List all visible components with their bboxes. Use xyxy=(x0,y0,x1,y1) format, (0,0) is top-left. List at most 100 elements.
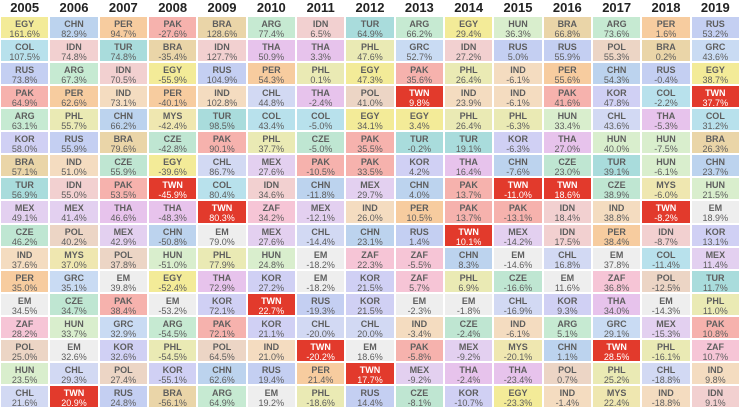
cell-2012-egy: EGY 34.1% xyxy=(345,108,395,132)
cell-2018-tha: THA -5.3% xyxy=(641,108,691,132)
country-code: CHN xyxy=(310,180,331,191)
country-code: EGY xyxy=(409,111,429,122)
cell-2012-pak: PAK 35.5% xyxy=(345,131,395,155)
country-code: POL xyxy=(360,88,380,99)
cell-2014-egy: EGY 29.4% xyxy=(444,16,494,40)
country-code: IND xyxy=(608,203,625,214)
cell-2017-pol: POL 55.3% xyxy=(592,39,642,63)
return-value: -2.2% xyxy=(654,98,678,109)
cell-2008-kor: KOR -55.1% xyxy=(148,361,198,385)
country-code: RUS xyxy=(508,42,528,53)
country-code: ARG xyxy=(409,19,430,29)
cell-2012-twn: TWN 17.7% xyxy=(345,361,395,385)
return-value: -2.4% xyxy=(308,98,333,109)
return-value: 3.4% xyxy=(409,121,430,132)
cell-2013-pak: PAK 35.6% xyxy=(394,62,444,86)
return-value: 9.8% xyxy=(705,374,726,385)
return-value: -20.1% xyxy=(503,351,533,362)
return-value: 10.1% xyxy=(455,236,482,247)
country-code: PHL xyxy=(163,341,182,352)
cell-2017-phl: PHL 25.2% xyxy=(592,361,642,385)
return-value: 53.5% xyxy=(110,190,137,201)
country-code: MEX xyxy=(409,364,430,375)
return-value: 29.1% xyxy=(603,328,630,339)
return-value: 47.3% xyxy=(357,75,383,86)
country-code: KOR xyxy=(261,272,282,283)
country-code: BRA xyxy=(162,42,183,53)
return-value: -10.7% xyxy=(454,397,483,408)
cell-2011-rus: RUS -19.3% xyxy=(296,292,346,316)
country-code: TUR xyxy=(114,42,133,53)
country-code: PHL xyxy=(459,65,478,76)
country-code: POL xyxy=(607,42,626,53)
country-code: POL xyxy=(212,341,232,352)
country-code: CHL xyxy=(508,295,528,306)
return-value: 64.9% xyxy=(357,29,383,39)
return-value: 54.3% xyxy=(258,75,285,86)
country-code: GRC xyxy=(606,318,627,329)
return-value: 35.1% xyxy=(61,282,87,293)
return-value: 38.4% xyxy=(110,305,137,316)
country-code: PAK xyxy=(15,88,34,99)
country-code: HUN xyxy=(508,19,528,29)
return-value: -11.0% xyxy=(504,190,532,201)
return-value: 1.6% xyxy=(655,29,677,39)
return-value: 63.1% xyxy=(11,121,38,132)
cell-2006-rus: RUS 55.9% xyxy=(49,131,99,155)
country-code: CHN xyxy=(508,157,528,168)
return-value: 33.4% xyxy=(554,121,581,132)
return-value: -6.3% xyxy=(506,121,530,132)
cell-2014-ind: IND 23.9% xyxy=(444,85,494,109)
cell-2019-em: EM 18.9% xyxy=(690,200,740,224)
return-value: 38.7% xyxy=(702,75,729,86)
country-code: PHL xyxy=(212,249,231,260)
return-value: 73.6% xyxy=(603,29,630,39)
country-code: TWN xyxy=(606,341,627,352)
return-value: -16.9% xyxy=(503,305,533,316)
country-code: IND xyxy=(411,318,428,329)
return-value: -1.4% xyxy=(555,397,580,408)
cell-2010-kor: KOR 27.2% xyxy=(246,269,296,293)
cell-2011-em: EM -18.2% xyxy=(296,269,346,293)
cell-2005-kor: KOR 58.0% xyxy=(0,131,50,155)
country-code: PHL xyxy=(706,295,725,306)
cell-2008-bra: BRA -35.4% xyxy=(148,39,198,63)
return-value: 5.1% xyxy=(557,328,578,339)
country-code: MEX xyxy=(261,226,282,237)
cell-2005-chl: CHL 21.6% xyxy=(0,384,50,408)
cell-2018-bra: BRA 0.2% xyxy=(641,39,691,63)
cell-2009-chl: CHL 86.7% xyxy=(197,154,247,178)
country-code: RUS xyxy=(261,364,281,375)
return-value: 17.7% xyxy=(357,374,383,385)
cell-2018-pol: POL -12.5% xyxy=(641,269,691,293)
country-code: MEX xyxy=(508,226,528,237)
return-value: -11.4% xyxy=(652,259,680,270)
return-value: -20.0% xyxy=(306,328,335,339)
country-code: EM xyxy=(116,272,131,283)
country-code: KOR xyxy=(557,295,578,306)
return-value: 161.6% xyxy=(9,29,40,39)
cell-2010-em: EM 19.2% xyxy=(246,384,296,408)
country-code: CZE xyxy=(410,387,429,398)
cell-2018-em: EM -14.3% xyxy=(641,292,691,316)
country-code: PAK xyxy=(459,203,478,214)
country-code: EM xyxy=(363,341,377,352)
cell-2010-chl: CHL 44.8% xyxy=(246,85,296,109)
country-code: EM xyxy=(264,387,279,398)
cell-2006-ind: IND 51.0% xyxy=(49,154,99,178)
return-value: -23.3% xyxy=(503,397,533,408)
return-value: 73.8% xyxy=(11,75,38,86)
country-code: ARG xyxy=(261,19,282,29)
return-value: 41.4% xyxy=(61,213,87,224)
cell-2010-twn: TWN 22.7% xyxy=(246,292,296,316)
return-value: 23.0% xyxy=(554,167,581,178)
country-code: THA xyxy=(656,111,676,122)
return-value: -2.4% xyxy=(456,374,481,385)
return-value: 54.3% xyxy=(603,75,630,86)
cell-2005-mex: MEX 49.1% xyxy=(0,200,50,224)
cell-2010-col: COL 43.4% xyxy=(246,108,296,132)
return-value: 22.7% xyxy=(258,305,285,316)
country-code: IND xyxy=(510,318,526,329)
cell-2014-tur: TUR 19.1% xyxy=(444,131,494,155)
